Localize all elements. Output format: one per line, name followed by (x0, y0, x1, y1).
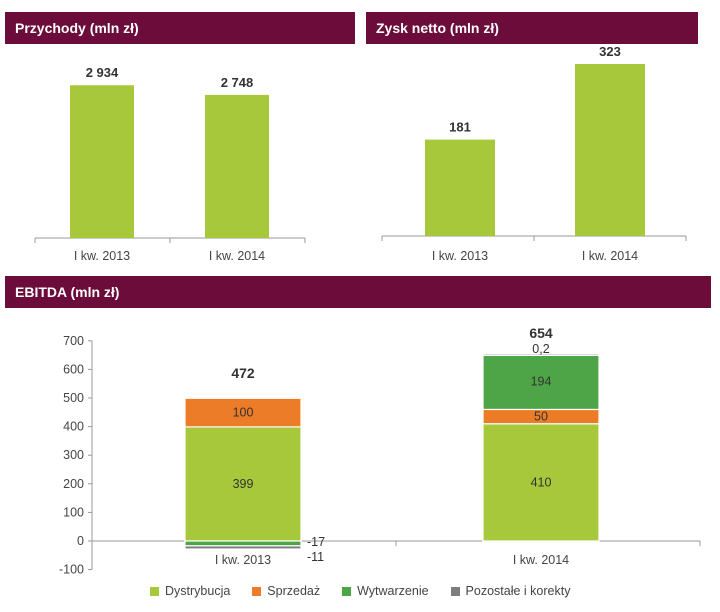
profit-category-label-0: I kw. 2013 (432, 249, 488, 263)
revenue-category-label-0: I kw. 2013 (74, 249, 130, 263)
legend-item-dystrybucja: Dystrybucja (150, 584, 230, 598)
profit-bar-1 (575, 64, 645, 236)
revenue-bar-0 (70, 85, 134, 238)
ebitda-total-label-1: 654 (529, 325, 553, 341)
ebitda-segment-label-dystrybucja-0: 399 (233, 477, 254, 491)
legend-swatch-pozostale (450, 586, 460, 596)
ebitda-segment-label-dystrybucja-1: 410 (531, 475, 552, 489)
ebitda-y-tick-label-1: 0 (77, 534, 84, 548)
legend-item-wytwarzenie: Wytwarzenie (342, 584, 429, 598)
legend-label-sprzedaz: Sprzedaż (267, 584, 321, 598)
ebitda-total-label-0: 472 (231, 365, 255, 381)
ebitda-bar-pozostale-1 (482, 353, 600, 356)
revenue-value-label-0: 2 934 (86, 65, 119, 80)
revenue-chart-title: Przychody (mln zł) (5, 12, 355, 44)
ebitda-bar-wytwarzenie-1 (482, 353, 600, 411)
profit-bar-0 (425, 139, 495, 236)
legend-item-sprzedaz: Sprzedaż (252, 584, 320, 598)
legend-swatch-dystrybucja (150, 586, 159, 596)
ebitda-y-tick-label-2: 100 (63, 505, 84, 519)
ebitda-segment-label-sprzedaz-0: 100 (233, 406, 254, 420)
ebitda-bar-pozostale-0 (184, 545, 302, 550)
legend-swatch-wytwarzenie (342, 586, 352, 596)
profit-value-label-1: 323 (599, 44, 621, 59)
ebitda-bar-sprzedaz-0 (184, 397, 302, 428)
ebitda-legend: Dystrybucja Sprzedaż Wytwarzenie Pozosta… (150, 584, 570, 598)
ebitda-y-tick-label-8: 700 (63, 334, 84, 348)
legend-swatch-sprzedaz (252, 586, 262, 596)
legend-label-pozostale: Pozostałe i korekty (465, 584, 571, 598)
ebitda-chart-title: EBITDA (mln zł) (5, 276, 711, 308)
ebitda-segment-label-wytwarzenie-1: 194 (531, 375, 552, 389)
net-profit-chart-title: Zysk netto (mln zł) (366, 12, 698, 44)
profit-category-label-1: I kw. 2014 (582, 249, 638, 263)
ebitda-bar-dystrybucja-0 (184, 426, 302, 542)
ebitda-category-label-1: I kw. 2014 (513, 553, 569, 567)
legend-label-dystrybucja: Dystrybucja (165, 584, 231, 598)
legend-label-wytwarzenie: Wytwarzenie (357, 584, 429, 598)
ebitda-segment-label-wytwarzenie-0: -17 (307, 535, 325, 549)
ebitda-y-tick-label-7: 600 (63, 362, 84, 376)
profit-value-label-0: 181 (449, 120, 471, 135)
ebitda-y-tick-label-3: 200 (63, 477, 84, 491)
legend-item-pozostale: Pozostałe i korekty (450, 584, 571, 598)
ebitda-y-tick-label-5: 400 (63, 420, 84, 434)
ebitda-bar-dystrybucja-1 (482, 423, 600, 542)
ebitda-y-tick-label-6: 500 (63, 391, 84, 405)
ebitda-y-tick-label-4: 300 (63, 448, 84, 462)
ebitda-segment-label-pozostale-1: 0,2 (532, 342, 549, 356)
revenue-category-label-1: I kw. 2014 (209, 249, 265, 263)
revenue-value-label-1: 2 748 (221, 75, 254, 90)
ebitda-segment-label-sprzedaz-1: 50 (534, 410, 548, 424)
ebitda-category-label-0: I kw. 2013 (215, 553, 271, 567)
ebitda-bar-wytwarzenie-0 (184, 540, 302, 547)
revenue-bar-1 (205, 94, 269, 238)
ebitda-y-tick-label-0: -100 (59, 563, 84, 577)
ebitda-segment-label-pozostale-0: -11 (307, 550, 324, 564)
